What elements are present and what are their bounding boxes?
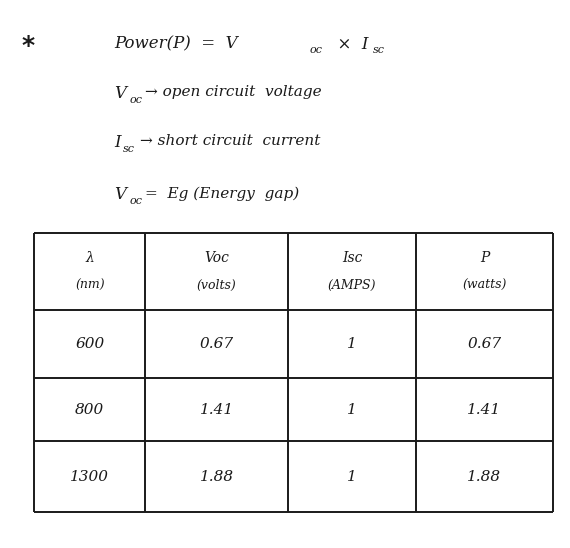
Text: λ: λ bbox=[86, 250, 94, 265]
Text: Isc: Isc bbox=[342, 250, 362, 265]
Text: 1: 1 bbox=[347, 470, 357, 484]
Text: Power(P)  =  V: Power(P) = V bbox=[114, 36, 238, 53]
Text: (volts): (volts) bbox=[197, 278, 237, 292]
Text: → short circuit  current: → short circuit current bbox=[140, 134, 320, 149]
Text: 1: 1 bbox=[347, 337, 357, 351]
Text: 600: 600 bbox=[75, 337, 104, 351]
Text: 800: 800 bbox=[75, 403, 104, 416]
Text: *: * bbox=[22, 34, 35, 58]
Text: 1.88: 1.88 bbox=[200, 470, 234, 484]
Text: ×  I: × I bbox=[327, 36, 368, 53]
Text: V: V bbox=[114, 85, 126, 102]
Text: =  Eg (Energy  gap): = Eg (Energy gap) bbox=[145, 186, 300, 201]
Text: (nm): (nm) bbox=[75, 278, 104, 292]
Text: 1300: 1300 bbox=[70, 470, 109, 484]
Text: V: V bbox=[114, 186, 126, 203]
Text: P: P bbox=[480, 250, 489, 265]
Text: 0.67: 0.67 bbox=[200, 337, 234, 351]
Text: Voc: Voc bbox=[204, 250, 229, 265]
Text: oc: oc bbox=[130, 196, 143, 206]
Text: 1.88: 1.88 bbox=[467, 470, 502, 484]
Text: oc: oc bbox=[310, 45, 323, 55]
Text: I: I bbox=[114, 134, 121, 151]
Text: (AMPS): (AMPS) bbox=[328, 278, 376, 292]
Text: (watts): (watts) bbox=[462, 278, 507, 292]
Text: sc: sc bbox=[373, 45, 385, 55]
Text: 1.41: 1.41 bbox=[467, 403, 502, 416]
Text: oc: oc bbox=[130, 95, 143, 105]
Text: 0.67: 0.67 bbox=[467, 337, 502, 351]
Text: 1.41: 1.41 bbox=[200, 403, 234, 416]
Text: sc: sc bbox=[123, 144, 135, 154]
Text: → open circuit  voltage: → open circuit voltage bbox=[145, 85, 322, 99]
Text: 1: 1 bbox=[347, 403, 357, 416]
